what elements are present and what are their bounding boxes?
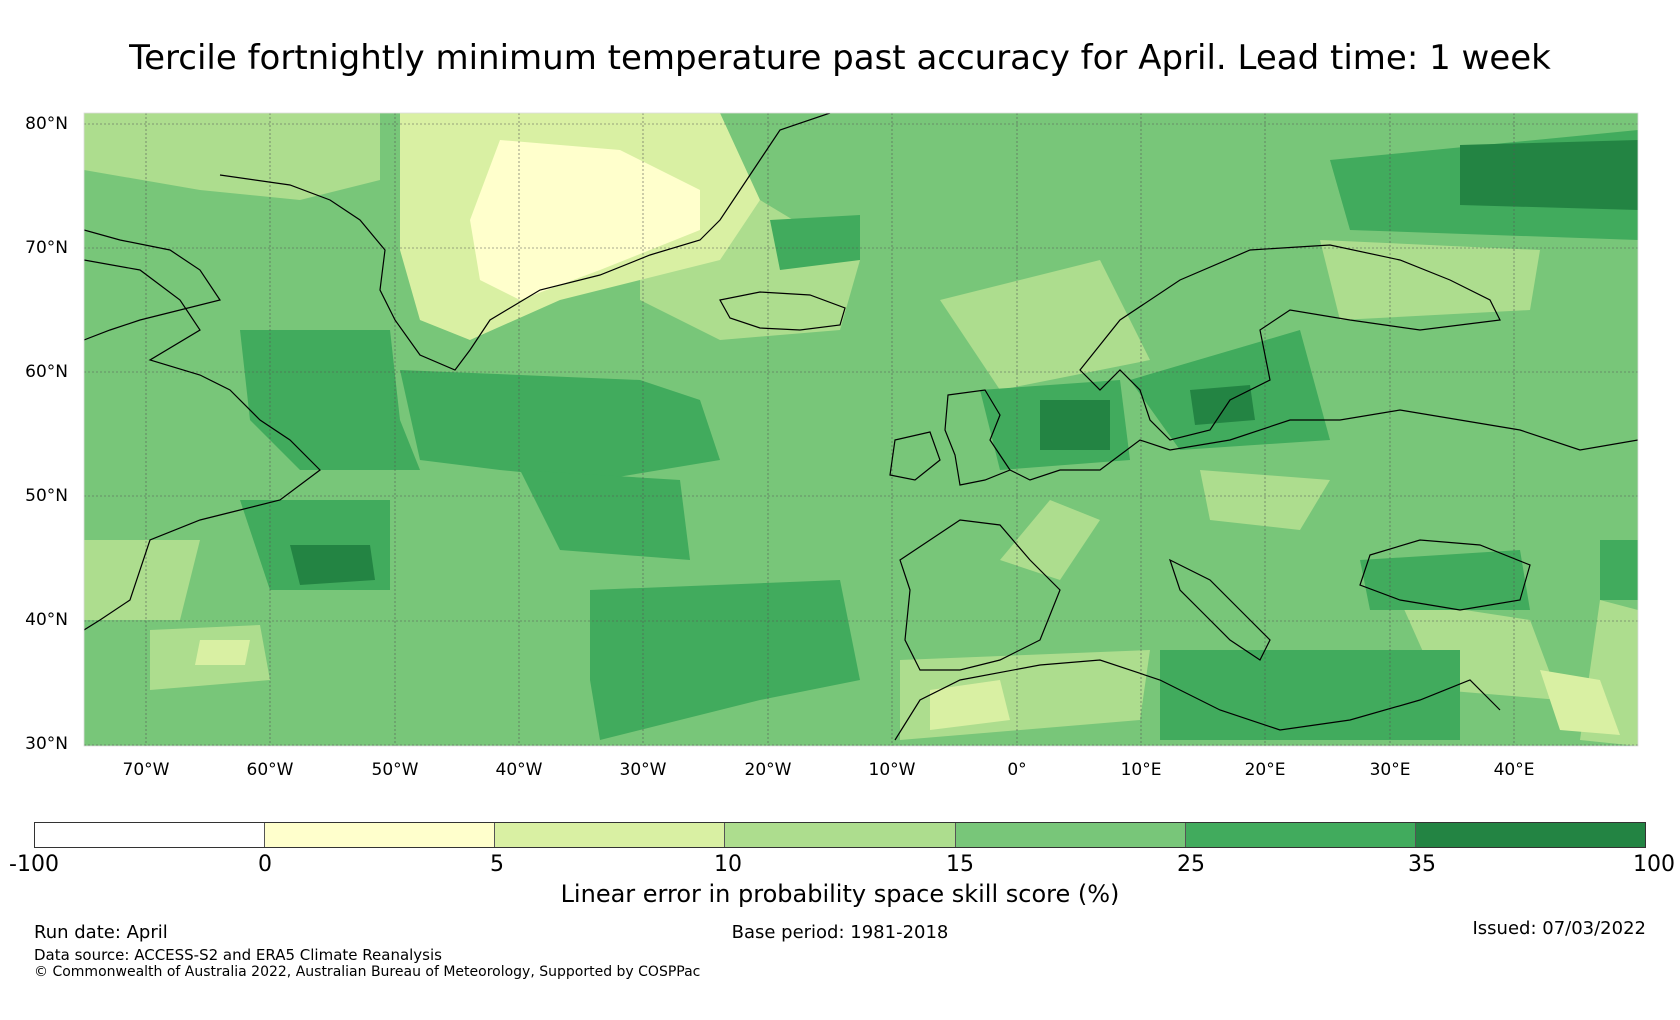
- run-date: Run date: April: [34, 922, 168, 943]
- chart-title: Tercile fortnightly minimum temperature …: [129, 38, 1551, 78]
- colorbar-tick: 15: [946, 852, 974, 877]
- lat-label-60n: 60°N: [25, 362, 68, 382]
- colorbar-segment: [1415, 823, 1645, 847]
- colorbar-tick: 35: [1408, 852, 1436, 877]
- lon-label-10e: 10°E: [1120, 760, 1162, 780]
- black-sea-coast: [1359, 539, 1531, 611]
- colorbar-segment: [35, 823, 266, 847]
- scandinavia-coast: [1079, 244, 1501, 441]
- lon-label-40e: 40°E: [1493, 760, 1535, 780]
- italy-coast: [1168, 558, 1271, 661]
- issued-date: Issued: 07/03/2022: [1472, 918, 1646, 939]
- lon-label-50w: 50°W: [371, 760, 419, 780]
- lat-label-70n: 70°N: [25, 238, 68, 258]
- lat-label-50n: 50°N: [25, 486, 68, 506]
- colorbar-segment: [495, 823, 726, 847]
- europe-coast: [1009, 409, 1638, 481]
- skill-band-0-5: [470, 140, 700, 300]
- colorbar-segment: [1185, 823, 1416, 847]
- data-source: Data source: ACCESS-S2 and ERA5 Climate …: [34, 946, 442, 964]
- skill-map: [83, 112, 1639, 747]
- graticule: [84, 113, 1638, 746]
- baffin-coast: [84, 229, 221, 341]
- lon-label-20w: 20°W: [744, 760, 792, 780]
- lat-label-80n: 80°N: [25, 114, 68, 134]
- lon-label-30e: 30°E: [1369, 760, 1411, 780]
- copyright: © Commonwealth of Australia 2022, Austra…: [34, 964, 701, 980]
- greenland-coast: [219, 113, 831, 371]
- britain-coast: [944, 389, 1011, 486]
- lon-label-60w: 60°W: [246, 760, 294, 780]
- lat-label-40n: 40°N: [25, 610, 68, 630]
- canada-coast: [84, 259, 321, 631]
- colorbar-tick: 5: [490, 852, 504, 877]
- colorbar: [34, 822, 1646, 848]
- ireland-coast: [889, 431, 941, 481]
- lat-label-30n: 30°N: [25, 734, 68, 754]
- colorbar-segment: [955, 823, 1186, 847]
- coastlines: [84, 113, 1638, 741]
- colorbar-segment: [725, 823, 956, 847]
- colorbar-segment: [265, 823, 496, 847]
- colorbar-tick: 0: [258, 852, 272, 877]
- lon-label-20e: 20°E: [1244, 760, 1286, 780]
- skill-band-35-100: [290, 140, 1638, 585]
- africa-coast: [894, 659, 1501, 741]
- colorbar-tick: 25: [1177, 852, 1205, 877]
- lon-label-10w: 10°W: [868, 760, 916, 780]
- colorbar-tick: 100: [1633, 852, 1675, 877]
- lon-label-0: 0°: [1007, 760, 1027, 780]
- base-period: Base period: 1981-2018: [731, 922, 949, 943]
- colorbar-tick: -100: [9, 852, 59, 877]
- lon-label-40w: 40°W: [495, 760, 543, 780]
- iceland-coast: [719, 291, 846, 331]
- lon-label-70w: 70°W: [122, 760, 170, 780]
- iberia-coast: [899, 519, 1061, 671]
- colorbar-tick: 10: [714, 852, 742, 877]
- lon-label-30w: 30°W: [619, 760, 667, 780]
- colorbar-label: Linear error in probability space skill …: [560, 880, 1120, 908]
